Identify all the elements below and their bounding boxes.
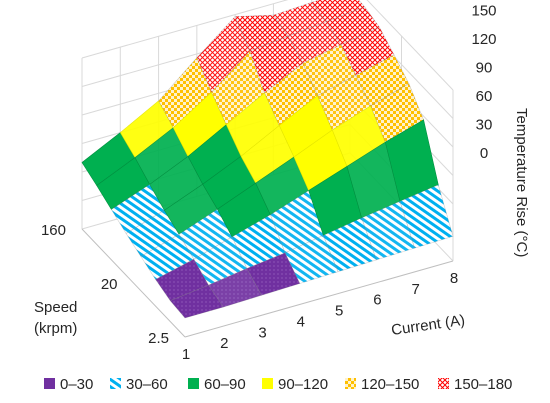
x-tick-label: 4 [297, 313, 305, 330]
z-tick-label: 120 [471, 31, 496, 48]
surface-mesh [81, 0, 454, 319]
axes [81, 228, 454, 338]
x-axis-line [184, 260, 454, 338]
z-tick-label: 90 [476, 60, 493, 77]
z-axis-title: Temperature Rise (°C) [513, 108, 530, 257]
y-tick-label: 20 [101, 276, 118, 293]
legend-label: 30–60 [126, 376, 168, 393]
x-tick-label: 2 [220, 335, 228, 352]
legend-swatch [345, 378, 356, 389]
legend-swatch [262, 378, 273, 389]
legend-swatch [188, 378, 199, 389]
y-tick-label: 160 [41, 222, 66, 239]
z-tick-label: 30 [476, 117, 493, 134]
x-tick-label: 5 [335, 303, 343, 320]
x-tick-label: 8 [450, 270, 458, 287]
legend-swatch [438, 378, 449, 389]
x-tick-label: 1 [182, 346, 190, 363]
legend-label: 60–90 [204, 376, 246, 393]
x-tick-label: 7 [412, 281, 420, 298]
y-axis-title-line1: Speed [34, 299, 77, 316]
y-axis-ticks: 2.5 20 160 [41, 222, 169, 347]
y-axis-line [81, 228, 186, 338]
legend-label: 120–150 [361, 376, 419, 393]
surface-cell-0-6 [399, 184, 454, 249]
legend-label: 90–120 [278, 376, 328, 393]
x-tick-label: 3 [258, 324, 266, 341]
legend-swatch [110, 378, 121, 389]
legend-label: 150–180 [454, 376, 512, 393]
y-axis-title-line2: (krpm) [34, 320, 77, 337]
x-tick-label: 6 [373, 292, 381, 309]
y-tick-label: 2.5 [148, 330, 169, 347]
legend-swatch [44, 378, 55, 389]
legend-label: 0–30 [60, 376, 93, 393]
z-tick-label: 0 [480, 145, 488, 162]
x-axis-title: Current (A) [390, 312, 466, 339]
gridline-z-180 [81, 0, 454, 91]
x-axis-ticks: 1 2 3 4 5 6 7 8 [182, 270, 458, 363]
legend: 0–30 30–60 60–90 90–120 120–150 150–180 [44, 376, 512, 393]
z-tick-label: 150 [471, 3, 496, 20]
z-axis-ticks: 0306090120150180 [471, 3, 496, 163]
z-tick-label: 60 [476, 88, 493, 105]
